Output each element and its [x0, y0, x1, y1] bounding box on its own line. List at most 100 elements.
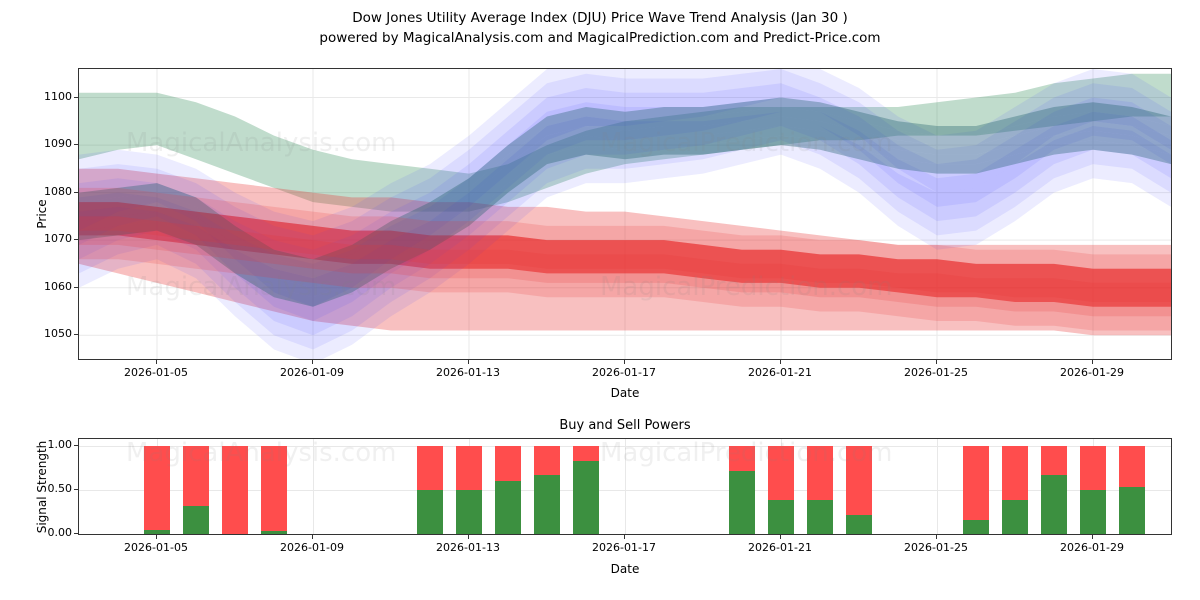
buy-power-bar — [417, 490, 443, 534]
signal-ytick-mark — [74, 445, 78, 447]
sell-power-bar — [534, 446, 560, 476]
buy-power-bar — [456, 490, 482, 534]
price-xtick-label: 2026-01-09 — [280, 366, 344, 379]
signal-bar-group — [534, 446, 560, 534]
buy-power-bar — [183, 505, 209, 534]
price-xtick-mark — [780, 360, 781, 364]
signal-xtick-label: 2026-01-29 — [1060, 541, 1124, 554]
band-teal-center-2 — [79, 116, 1171, 288]
price-ytick-mark — [74, 286, 78, 288]
band-teal-center-0 — [79, 135, 1171, 307]
signal-gridline — [79, 534, 1171, 535]
price-xtick-label: 2026-01-05 — [124, 366, 188, 379]
buy-power-bar — [963, 519, 989, 534]
signal-xtick-mark — [312, 535, 313, 539]
signal-bar-group — [495, 446, 521, 534]
price-ytick-mark — [74, 96, 78, 98]
title-line-2: powered by MagicalAnalysis.com and Magic… — [319, 30, 881, 46]
buy-power-bar — [768, 499, 794, 534]
buy-power-bar — [846, 514, 872, 534]
signal-bar-group — [807, 446, 833, 534]
signal-bar-group — [729, 446, 755, 534]
price-xtick-mark — [624, 360, 625, 364]
buy-power-bar — [495, 481, 521, 534]
sell-power-bar — [963, 446, 989, 520]
signal-bar-group — [1041, 446, 1067, 534]
signal-bar-group — [456, 446, 482, 534]
sell-power-bar — [222, 446, 248, 534]
price-ytick-mark — [74, 239, 78, 241]
signal-gridline-v — [937, 439, 938, 534]
price-xtick-mark — [312, 360, 313, 364]
sell-power-bar — [573, 446, 599, 461]
signal-xtick-label: 2026-01-21 — [748, 541, 812, 554]
band-red-strand-2 — [79, 187, 1171, 302]
sell-power-bar — [729, 446, 755, 471]
price-xtick-mark — [468, 360, 469, 364]
buy-power-bar — [573, 461, 599, 534]
signal-bar-group — [144, 446, 170, 534]
signal-xtick-mark — [936, 535, 937, 539]
band-teal-center-1 — [79, 126, 1171, 298]
price-ytick-mark — [74, 334, 78, 336]
page-title: Dow Jones Utility Average Index (DJU) Pr… — [0, 8, 1200, 48]
sell-power-bar — [1080, 446, 1106, 491]
price-xtick-mark — [1092, 360, 1093, 364]
price-ytick-mark — [74, 144, 78, 146]
band-blue-wave-3 — [79, 69, 1171, 321]
watermark-6: MagicalPrediction.com — [600, 438, 893, 468]
watermark-4: MagicalPrediction.com — [600, 272, 893, 302]
sell-power-bar — [1119, 446, 1145, 487]
buy-power-bar — [1119, 486, 1145, 534]
sell-power-bar — [261, 446, 287, 532]
band-green-band-upper-trend — [79, 73, 1171, 212]
watermark-3: MagicalAnalysis.com — [126, 272, 397, 302]
signal-bar-group — [963, 446, 989, 534]
price-xtick-label: 2026-01-17 — [592, 366, 656, 379]
sell-power-bar — [456, 446, 482, 491]
price-xtick-mark — [936, 360, 937, 364]
buy-power-bar — [261, 531, 287, 534]
watermark-5: MagicalAnalysis.com — [126, 438, 397, 468]
sell-power-bar — [417, 446, 443, 491]
price-ytick-label: 1070 — [44, 232, 72, 246]
signal-ytick-mark — [74, 489, 78, 491]
price-ytick-label: 1080 — [44, 184, 72, 198]
band-teal-center-3 — [79, 107, 1171, 279]
band-red-strand-1 — [79, 202, 1171, 317]
signal-xtick-label: 2026-01-25 — [904, 541, 968, 554]
signal-xtick-mark — [624, 535, 625, 539]
price-xtick-label: 2026-01-21 — [748, 366, 812, 379]
signal-xlabel: Date — [610, 562, 640, 576]
buy-power-bar — [534, 475, 560, 534]
title-line-1: Dow Jones Utility Average Index (DJU) Pr… — [352, 10, 848, 26]
price-xtick-label: 2026-01-25 — [904, 366, 968, 379]
buy-power-bar — [1080, 490, 1106, 534]
price-xtick-label: 2026-01-13 — [436, 366, 500, 379]
price-bands-svg — [79, 69, 1171, 359]
sell-power-bar — [1041, 446, 1067, 476]
sell-power-bar — [807, 446, 833, 500]
signal-xtick-mark — [156, 535, 157, 539]
band-blue-wave-0 — [79, 111, 1171, 359]
sell-power-bar — [144, 446, 170, 531]
price-ytick-label: 1060 — [44, 279, 72, 293]
signal-xtick-label: 2026-01-09 — [280, 541, 344, 554]
signal-xtick-mark — [780, 535, 781, 539]
buy-power-bar — [1002, 499, 1028, 534]
price-ytick-label: 1100 — [44, 89, 72, 103]
watermark-2: MagicalPrediction.com — [600, 128, 893, 158]
signal-ytick-label: 1.00 — [47, 438, 73, 452]
signal-xtick-label: 2026-01-17 — [592, 541, 656, 554]
signal-gridline-v — [625, 439, 626, 534]
buy-power-bar — [807, 499, 833, 534]
sell-power-bar — [495, 446, 521, 482]
signal-bar-group — [1002, 446, 1028, 534]
signal-gridline-v — [313, 439, 314, 534]
signal-ylabel: Signal Strength — [35, 440, 49, 534]
signal-ytick-mark — [74, 533, 78, 534]
band-blue-wave-2 — [79, 83, 1171, 336]
price-ytick-label: 1090 — [44, 137, 72, 151]
signal-bar-group — [1119, 446, 1145, 534]
